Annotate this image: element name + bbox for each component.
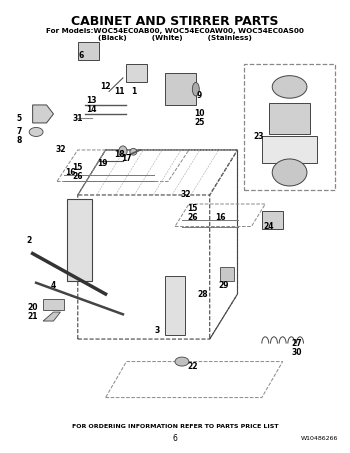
- Text: CABINET AND STIRRER PARTS: CABINET AND STIRRER PARTS: [71, 15, 279, 28]
- Text: 26: 26: [187, 213, 198, 222]
- Ellipse shape: [272, 76, 307, 98]
- Ellipse shape: [29, 127, 43, 136]
- Text: (Black)          (White)          (Stainless): (Black) (White) (Stainless): [98, 35, 252, 41]
- Text: 25: 25: [194, 118, 204, 127]
- Text: 9: 9: [197, 92, 202, 101]
- Text: 16: 16: [215, 213, 225, 222]
- Text: 32: 32: [180, 190, 191, 199]
- Text: 18: 18: [114, 150, 125, 159]
- Text: 20: 20: [27, 303, 38, 312]
- Bar: [67, 199, 92, 280]
- Text: 26: 26: [72, 173, 83, 182]
- Text: 31: 31: [72, 114, 83, 123]
- Text: 24: 24: [264, 222, 274, 231]
- Bar: [262, 211, 283, 229]
- Text: 10: 10: [194, 110, 204, 118]
- Polygon shape: [33, 105, 54, 123]
- Bar: [262, 136, 317, 164]
- Text: 3: 3: [155, 326, 160, 335]
- Bar: [244, 64, 335, 190]
- Bar: [78, 42, 99, 60]
- Ellipse shape: [193, 82, 199, 96]
- Text: 11: 11: [114, 87, 125, 96]
- Polygon shape: [43, 312, 61, 321]
- Text: 4: 4: [51, 280, 56, 289]
- Bar: [269, 103, 310, 134]
- Text: 17: 17: [121, 154, 132, 164]
- Text: FOR ORDERING INFORMATION REFER TO PARTS PRICE LIST: FOR ORDERING INFORMATION REFER TO PARTS …: [72, 424, 278, 429]
- Ellipse shape: [130, 149, 137, 155]
- Circle shape: [119, 146, 127, 157]
- Text: 27: 27: [291, 339, 302, 348]
- Text: 6: 6: [173, 434, 177, 443]
- Text: 2: 2: [27, 236, 32, 245]
- Text: For Models:WOC54EC0AB00, WOC54EC0AW00, WOC54EC0AS00: For Models:WOC54EC0AB00, WOC54EC0AW00, W…: [46, 28, 304, 34]
- Text: 8: 8: [16, 136, 21, 145]
- Polygon shape: [220, 267, 234, 280]
- Text: 6: 6: [79, 51, 84, 60]
- Text: 29: 29: [218, 280, 229, 289]
- Text: 32: 32: [55, 145, 66, 154]
- Text: W10486266: W10486266: [301, 436, 338, 441]
- Bar: [164, 276, 186, 335]
- Text: 15: 15: [72, 164, 83, 173]
- Text: 5: 5: [16, 114, 21, 123]
- Text: 1: 1: [131, 87, 136, 96]
- Text: 21: 21: [27, 312, 38, 321]
- Text: 23: 23: [253, 132, 264, 141]
- Text: 22: 22: [187, 361, 198, 371]
- Bar: [43, 299, 64, 310]
- Ellipse shape: [272, 159, 307, 186]
- Text: 15: 15: [187, 204, 197, 213]
- Text: 16: 16: [65, 168, 76, 177]
- Text: 14: 14: [86, 105, 97, 114]
- Ellipse shape: [175, 357, 189, 366]
- Bar: [164, 73, 196, 105]
- Text: 7: 7: [16, 127, 21, 136]
- Text: 28: 28: [197, 289, 208, 299]
- Text: 13: 13: [86, 96, 97, 105]
- Text: 19: 19: [97, 159, 107, 168]
- Text: 12: 12: [100, 82, 111, 92]
- Text: 30: 30: [291, 348, 302, 357]
- Polygon shape: [126, 64, 147, 82]
